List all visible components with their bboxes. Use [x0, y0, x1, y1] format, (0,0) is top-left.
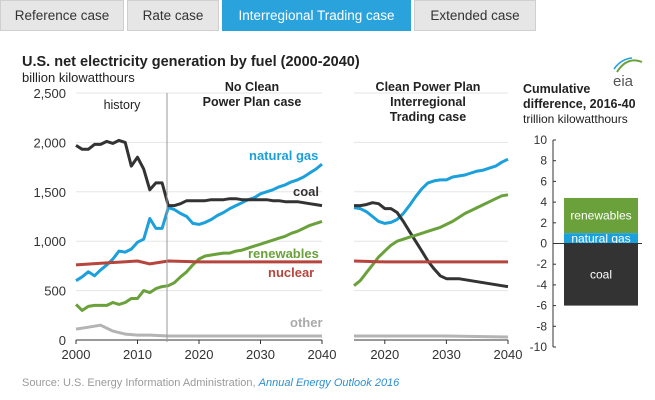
x-tick-label: 2000 [62, 347, 91, 362]
eia-logo-text: eia [613, 73, 634, 90]
x-tick-label: 2040 [308, 347, 337, 362]
bar-segment-renewables [564, 197, 638, 234]
x-tick-label: 2030 [246, 347, 275, 362]
bar-units: trillion kilowatthours [523, 112, 628, 126]
x-tick-label: 2010 [123, 347, 152, 362]
y-tick-label: 2,500 [33, 86, 66, 101]
y-tick-label: 2,000 [33, 135, 66, 150]
bar-y-tick-label: -4 [536, 278, 547, 292]
series-line-natural-gas [353, 157, 509, 225]
panel-cumulative-difference: -10 -8 -6 -4 -2 0 2 4 6 8 10 renewables natural gas c… [530, 133, 642, 354]
source-link[interactable]: Annual Energy Outlook 2016 [258, 377, 400, 389]
source-note: Source: U.S. Energy Information Administ… [22, 377, 399, 389]
bar-segment-natural-gas [564, 233, 638, 244]
panel-no-clean-power-plan: 0 500 1,000 1,500 2,000 2,500 2000 2010 2020 2030… [33, 86, 336, 362]
series-line-nuclear [353, 259, 508, 264]
bar-title-line2: difference, 2016-40 [523, 97, 636, 111]
chart-title: U.S. net electricity generation by fuel … [22, 54, 360, 70]
label-other: other [290, 315, 323, 330]
x-tick-label: 2020 [370, 347, 399, 362]
y-tick-label: 500 [44, 284, 66, 299]
tab-extended-case[interactable]: Extended case [414, 0, 536, 31]
series-line-coal [354, 201, 509, 289]
label-natural-gas: natural gas [249, 148, 318, 163]
eia-logo: eia [613, 57, 643, 90]
source-prefix: Source: [22, 377, 60, 389]
bar-title-line1: Cumulative [523, 82, 590, 96]
bar-y-tick-label: 4 [540, 195, 547, 209]
label-renewables: renewables [248, 246, 319, 261]
bar-segment-label: natural gas [571, 231, 630, 245]
series-line-other [75, 323, 322, 338]
label-nuclear: nuclear [268, 265, 314, 280]
panel-left-title-line2: Power Plan case [203, 95, 302, 109]
source-text: U.S. Energy Information Administration, [62, 377, 256, 389]
series-line-renewables [74, 219, 323, 312]
chart-units: billion kilowatthours [22, 70, 135, 85]
bar-y-tick-label: 0 [540, 237, 547, 251]
bar-y-tick-label: -2 [536, 257, 547, 271]
bar-segment-coal [564, 243, 638, 306]
y-tick-label: 1,000 [33, 234, 66, 249]
label-coal: coal [293, 184, 319, 199]
bar-y-tick-label: 6 [540, 174, 547, 188]
x-tick-label: 2030 [432, 347, 461, 362]
bar-segment-label: coal [590, 268, 612, 282]
bar-y-tick-label: 10 [534, 133, 548, 147]
series-line-nuclear [75, 259, 322, 267]
panel-left-title-line1: No Clean [225, 80, 279, 94]
bar-y-tick-label: -8 [536, 319, 547, 333]
x-tick-label: 2040 [494, 347, 523, 362]
bar-y-tick-label: 8 [540, 154, 547, 168]
electricity-generation-chart: U.S. net electricity generation by fuel … [22, 54, 643, 362]
panel-mid-title-line1: Clean Power Plan [376, 80, 481, 94]
panel-mid-title-line2: Interregional [390, 95, 466, 109]
bar-segment-label: renewables [570, 209, 631, 223]
panel-mid-title-line3: Trading case [390, 110, 466, 124]
history-label: history [104, 98, 142, 112]
bar-y-tick-label: -10 [530, 340, 548, 354]
tab-reference-case[interactable]: Reference case [0, 0, 124, 31]
y-tick-label: 0 [59, 333, 66, 348]
series-line-other [354, 334, 509, 339]
series-line-coal [75, 138, 323, 208]
x-tick-label: 2020 [185, 347, 214, 362]
panel-clean-power-plan: 2020 2030 2040 [353, 92, 523, 362]
series-line-renewables [353, 193, 509, 287]
tab-rate-case[interactable]: Rate case [127, 0, 219, 31]
series-line-natural-gas [75, 162, 323, 282]
tab-bar: Reference case Rate case Interregional T… [0, 0, 655, 31]
y-tick-label: 1,500 [33, 185, 66, 200]
bar-y-tick-label: -6 [536, 299, 547, 313]
bar-y-tick-label: 2 [540, 216, 547, 230]
tab-interregional-trading-case[interactable]: Interregional Trading case [222, 0, 411, 31]
